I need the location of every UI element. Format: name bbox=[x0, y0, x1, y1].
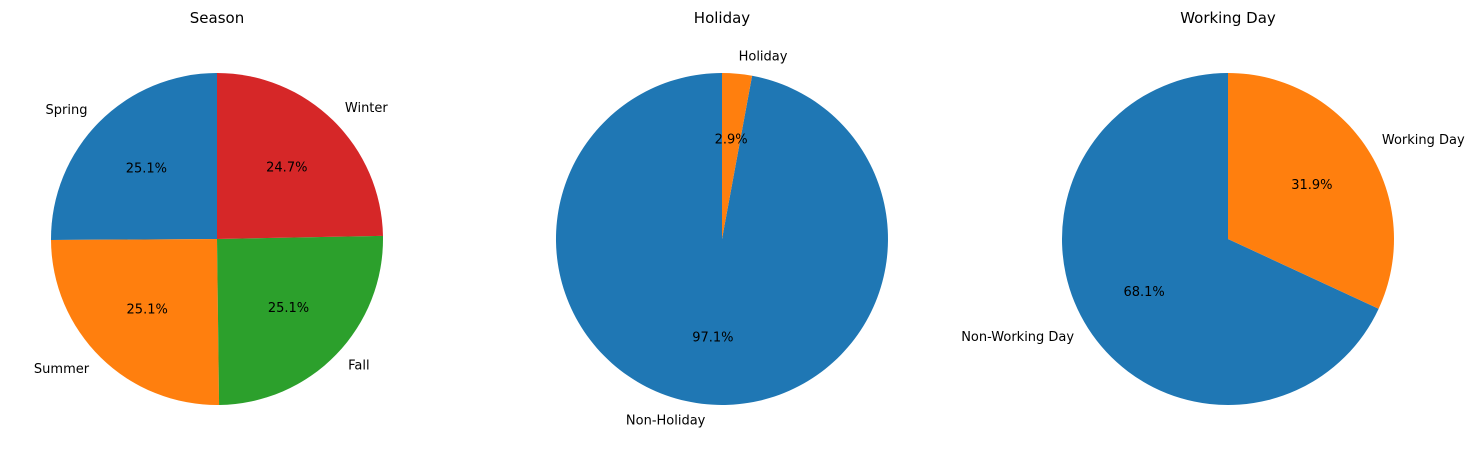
slice-label-fall: Fall bbox=[348, 359, 369, 374]
slice-percent-non-working-day: 68.1% bbox=[1123, 285, 1164, 300]
slice-percent-winter: 24.7% bbox=[266, 160, 307, 175]
pie-slice-non-working-day bbox=[1061, 73, 1379, 405]
pie-chart-1: Holiday Non-Holiday 97.1% Holiday 2.9% bbox=[555, 9, 888, 428]
pie-slice-spring bbox=[50, 73, 217, 241]
slice-label-spring: Spring bbox=[46, 103, 88, 118]
slice-label-winter: Winter bbox=[345, 101, 389, 116]
slice-percent-non-holiday: 97.1% bbox=[692, 331, 733, 346]
chart-title: Holiday bbox=[694, 9, 751, 27]
slice-label-non-working-day: Non-Working Day bbox=[961, 330, 1074, 345]
slice-label-non-holiday: Non-Holiday bbox=[626, 413, 706, 428]
slice-label-working-day: Working Day bbox=[1382, 133, 1465, 148]
pie-chart-2: Working Day Non-Working Day 68.1% Working D… bbox=[961, 9, 1465, 405]
slice-label-summer: Summer bbox=[34, 362, 90, 377]
slice-percent-spring: 25.1% bbox=[126, 161, 167, 176]
slice-label-holiday: Holiday bbox=[739, 50, 788, 65]
pie-slice-winter bbox=[217, 73, 383, 239]
pie-slice-holiday bbox=[722, 73, 753, 239]
pie-slice-non-holiday bbox=[555, 73, 888, 405]
slice-percent-summer: 25.1% bbox=[127, 303, 168, 318]
pie-slice-fall bbox=[217, 235, 383, 405]
chart-title: Working Day bbox=[1180, 9, 1276, 27]
chart-title: Season bbox=[190, 9, 244, 27]
slice-percent-working-day: 31.9% bbox=[1291, 178, 1332, 193]
slice-percent-holiday: 2.9% bbox=[715, 132, 748, 147]
pie-slice-working-day bbox=[1228, 73, 1394, 309]
pie-chart-0: Season Spring 25.1% Summer 25.1% Fall 25.1% Win… bbox=[34, 9, 389, 406]
pie-slice-summer bbox=[51, 239, 220, 406]
slice-percent-fall: 25.1% bbox=[268, 301, 309, 316]
